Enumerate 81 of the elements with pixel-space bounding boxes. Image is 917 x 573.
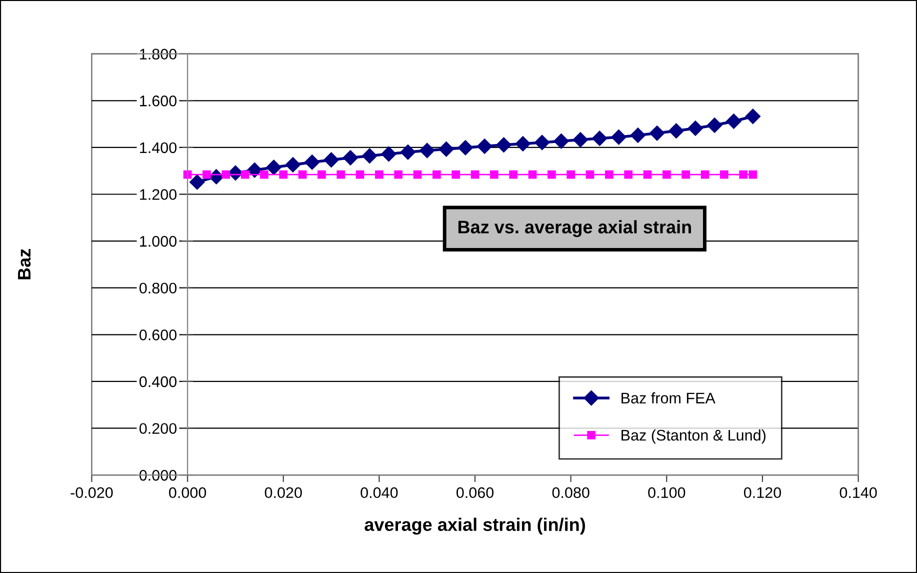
point (477, 138, 492, 154)
point (285, 157, 301, 172)
point (534, 134, 550, 150)
point (266, 160, 282, 175)
point (509, 170, 518, 179)
y-tick-label: 1.600 (140, 96, 177, 106)
point (318, 170, 326, 179)
point (739, 170, 748, 179)
point (682, 170, 690, 179)
y-tick-label: 1.800 (140, 48, 177, 60)
point (247, 162, 262, 178)
point (688, 120, 703, 136)
point (260, 170, 268, 179)
legend-label: Baz from FEA (622, 392, 716, 404)
point (604, 170, 614, 179)
point (190, 174, 205, 190)
point (700, 170, 710, 179)
point (586, 170, 594, 179)
x-tick-label: -0.020 (70, 487, 113, 498)
y-tick-label: 0.600 (139, 330, 177, 340)
point (624, 170, 632, 179)
point (394, 170, 403, 179)
x-tick-label: 0.120 (744, 487, 782, 498)
point (400, 144, 416, 160)
point (420, 142, 435, 158)
point (548, 170, 556, 179)
point (630, 128, 646, 143)
point (324, 152, 339, 168)
point (438, 142, 454, 157)
point (726, 114, 742, 129)
point (643, 170, 652, 179)
y-tick-label: 0.400 (139, 376, 177, 388)
point (566, 170, 575, 179)
point (362, 148, 378, 164)
x-tick-label: 0.020 (264, 487, 302, 498)
point (356, 170, 364, 179)
y-tick-label: 1.200 (140, 189, 177, 200)
y-tick-label: 1.400 (140, 142, 177, 154)
x-tick-label: 0.100 (648, 487, 686, 498)
point (745, 108, 760, 124)
point (342, 150, 358, 166)
point (240, 170, 250, 179)
point (452, 170, 460, 179)
legend-label: Baz (Stanton & Lund) (622, 429, 766, 444)
point (413, 170, 422, 179)
point (515, 136, 530, 152)
point (572, 132, 588, 148)
point (662, 170, 671, 179)
point (496, 137, 512, 152)
point (375, 170, 384, 179)
x-axis-title: average axial strain (in/in) (364, 518, 586, 535)
point (336, 170, 346, 179)
x-tick-label: 0.140 (840, 487, 877, 498)
point (458, 140, 473, 156)
point (748, 170, 758, 179)
point (668, 123, 684, 138)
point (381, 146, 396, 162)
point (554, 134, 569, 149)
y-axis-title: Baz (18, 249, 31, 280)
text: Baz vs. average axial strain (458, 220, 691, 238)
x-tick-label: 0.080 (552, 487, 590, 498)
point (202, 170, 211, 179)
point (279, 170, 288, 179)
point (720, 170, 728, 179)
point (490, 170, 498, 179)
y-tick-label: 1.000 (140, 236, 177, 247)
y-tick-label: 0.200 (139, 423, 177, 434)
x-tick-label: 0.040 (360, 487, 398, 498)
point (222, 170, 230, 179)
point (432, 170, 441, 179)
point (611, 130, 626, 145)
point (592, 130, 608, 146)
y-tick-label: 0.800 (139, 282, 177, 294)
x-tick-label: 0.060 (456, 487, 494, 498)
point (298, 170, 307, 179)
point (528, 170, 537, 179)
point (707, 118, 722, 133)
point (304, 154, 320, 170)
point (470, 170, 480, 179)
point (650, 126, 665, 141)
x-tick-label: 0.000 (169, 487, 206, 498)
